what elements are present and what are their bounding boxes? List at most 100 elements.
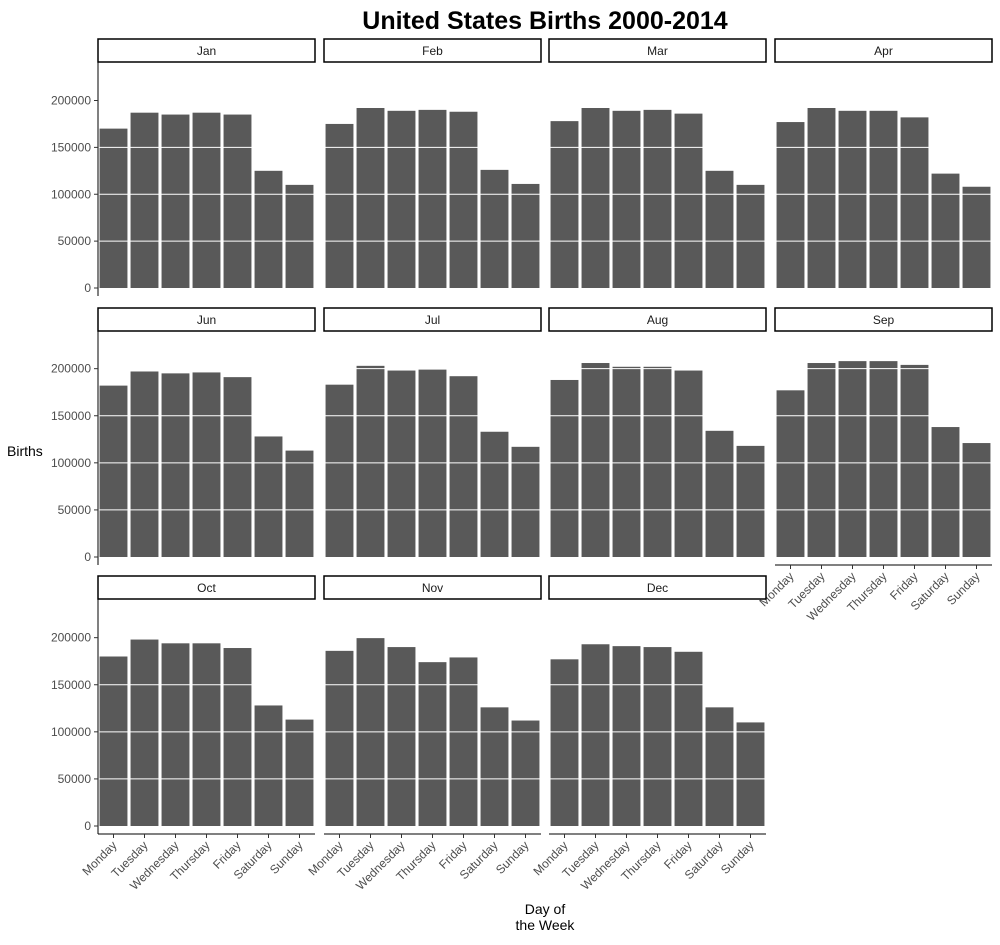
- bar-feb-sunday: [511, 183, 540, 288]
- bar-apr-sunday: [962, 186, 991, 288]
- bar-feb-wednesday: [387, 110, 416, 288]
- facet-strip-label: Feb: [422, 44, 443, 58]
- bar-mar-saturday: [705, 170, 734, 288]
- bar-oct-thursday: [192, 643, 221, 826]
- bar-sep-friday: [900, 364, 929, 557]
- bar-jun-thursday: [192, 372, 221, 557]
- facet-strip-label: Apr: [874, 44, 893, 58]
- facet-strip: [548, 575, 767, 600]
- y-tick-label: 200000: [51, 94, 91, 108]
- y-tick-label: 100000: [51, 187, 91, 201]
- x-tick-label: Sunday: [944, 569, 983, 608]
- bar-sep-thursday: [869, 361, 898, 557]
- facet-strip-label: Dec: [647, 581, 668, 595]
- facet-strip-label: Oct: [197, 581, 216, 595]
- bar-nov-friday: [449, 657, 478, 826]
- bar-jan-wednesday: [161, 114, 190, 288]
- y-tick-label: 150000: [51, 678, 91, 692]
- bar-aug-saturday: [705, 430, 734, 557]
- facet-panel-jul: Jul: [323, 307, 542, 557]
- bar-aug-thursday: [643, 366, 672, 557]
- y-tick-label: 150000: [51, 140, 91, 154]
- bar-nov-sunday: [511, 720, 540, 826]
- y-tick-label: 100000: [51, 456, 91, 470]
- facet-panel-jan: Jan 0 50000 100000 150000 200000: [51, 38, 316, 296]
- facet-strip: [774, 38, 993, 63]
- bar-jan-sunday: [285, 184, 314, 288]
- bar-nov-wednesday: [387, 647, 416, 826]
- bar-oct-saturday: [254, 705, 283, 826]
- bar-apr-monday: [776, 122, 805, 288]
- bar-aug-sunday: [736, 445, 765, 557]
- facet-strip: [774, 307, 993, 332]
- bar-aug-tuesday: [581, 363, 610, 557]
- bar-jul-saturday: [480, 431, 509, 557]
- y-tick-label: 200000: [51, 362, 91, 376]
- bar-jun-saturday: [254, 436, 283, 557]
- y-tick-label: 150000: [51, 409, 91, 423]
- bar-jan-monday: [99, 128, 128, 288]
- x-tick-label: Sunday: [493, 838, 532, 877]
- bar-nov-saturday: [480, 707, 509, 826]
- x-tick-label: Sunday: [267, 838, 306, 877]
- bar-jun-tuesday: [130, 371, 159, 557]
- facet-panel-aug: Aug: [548, 307, 767, 557]
- y-tick-label: 50000: [58, 503, 92, 517]
- x-axis-label-line: Day of: [525, 901, 566, 917]
- bar-apr-friday: [900, 117, 929, 288]
- bar-mar-friday: [674, 113, 703, 288]
- facet-panel-sep: SepMondayTuesdayWednesdayThursdayFridayS…: [757, 307, 993, 624]
- y-tick-label: 50000: [58, 234, 92, 248]
- bar-jan-friday: [223, 114, 252, 288]
- bar-oct-tuesday: [130, 639, 159, 826]
- bar-mar-sunday: [736, 184, 765, 288]
- bar-sep-saturday: [931, 427, 960, 557]
- bar-sep-wednesday: [838, 361, 867, 557]
- x-axis-label-line: the Week: [516, 917, 576, 933]
- facet-strip: [97, 38, 316, 63]
- bar-jul-tuesday: [356, 365, 385, 557]
- facet-panel-apr: Apr: [774, 38, 993, 288]
- facet-panel-nov: NovMondayTuesdayWednesdayThursdayFridayS…: [306, 575, 542, 893]
- facet-strip: [97, 575, 316, 600]
- bar-mar-monday: [550, 121, 579, 288]
- facet-panel-feb: Feb: [323, 38, 542, 288]
- bar-jun-monday: [99, 385, 128, 557]
- y-axis-label: Births: [7, 443, 43, 459]
- facet-strip-label: Aug: [647, 313, 668, 327]
- y-tick-label: 50000: [58, 772, 92, 786]
- bar-jul-wednesday: [387, 370, 416, 557]
- bar-apr-tuesday: [807, 108, 836, 288]
- bar-jul-sunday: [511, 446, 540, 557]
- bar-dec-thursday: [643, 647, 672, 826]
- y-tick-label: 0: [84, 550, 91, 564]
- y-tick-label: 100000: [51, 725, 91, 739]
- y-tick-label: 0: [84, 819, 91, 833]
- facet-strip: [548, 307, 767, 332]
- facet-strip-label: Jun: [197, 313, 216, 327]
- bar-aug-wednesday: [612, 366, 641, 557]
- bar-feb-tuesday: [356, 108, 385, 288]
- bar-apr-thursday: [869, 110, 898, 288]
- facet-strip-label: Sep: [873, 313, 895, 327]
- bar-dec-friday: [674, 651, 703, 826]
- bar-nov-monday: [325, 650, 354, 826]
- x-axis-label: Day of the Week: [516, 901, 576, 933]
- chart-title: United States Births 2000-2014: [362, 7, 728, 35]
- bar-mar-thursday: [643, 109, 672, 288]
- bar-mar-wednesday: [612, 110, 641, 288]
- bar-jun-friday: [223, 377, 252, 557]
- bar-apr-wednesday: [838, 110, 867, 288]
- bar-jan-tuesday: [130, 112, 159, 288]
- facet-strip-label: Jul: [425, 313, 440, 327]
- facet-strip-label: Nov: [422, 581, 443, 595]
- bar-jun-wednesday: [161, 373, 190, 557]
- bar-sep-monday: [776, 390, 805, 557]
- facet-strip: [548, 38, 767, 63]
- panels-layer: Jan 0 50000 100000 150000 200000 Feb Mar Apr Jun 0…: [51, 38, 993, 893]
- bar-dec-wednesday: [612, 646, 641, 826]
- bar-dec-saturday: [705, 707, 734, 826]
- bar-jan-saturday: [254, 170, 283, 288]
